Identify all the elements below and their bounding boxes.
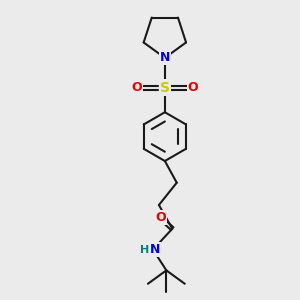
Text: O: O <box>131 81 142 94</box>
Text: S: S <box>160 81 170 94</box>
Text: N: N <box>150 243 160 256</box>
Text: O: O <box>155 211 166 224</box>
Text: H: H <box>140 244 149 255</box>
Text: N: N <box>160 51 170 64</box>
Text: O: O <box>188 81 198 94</box>
